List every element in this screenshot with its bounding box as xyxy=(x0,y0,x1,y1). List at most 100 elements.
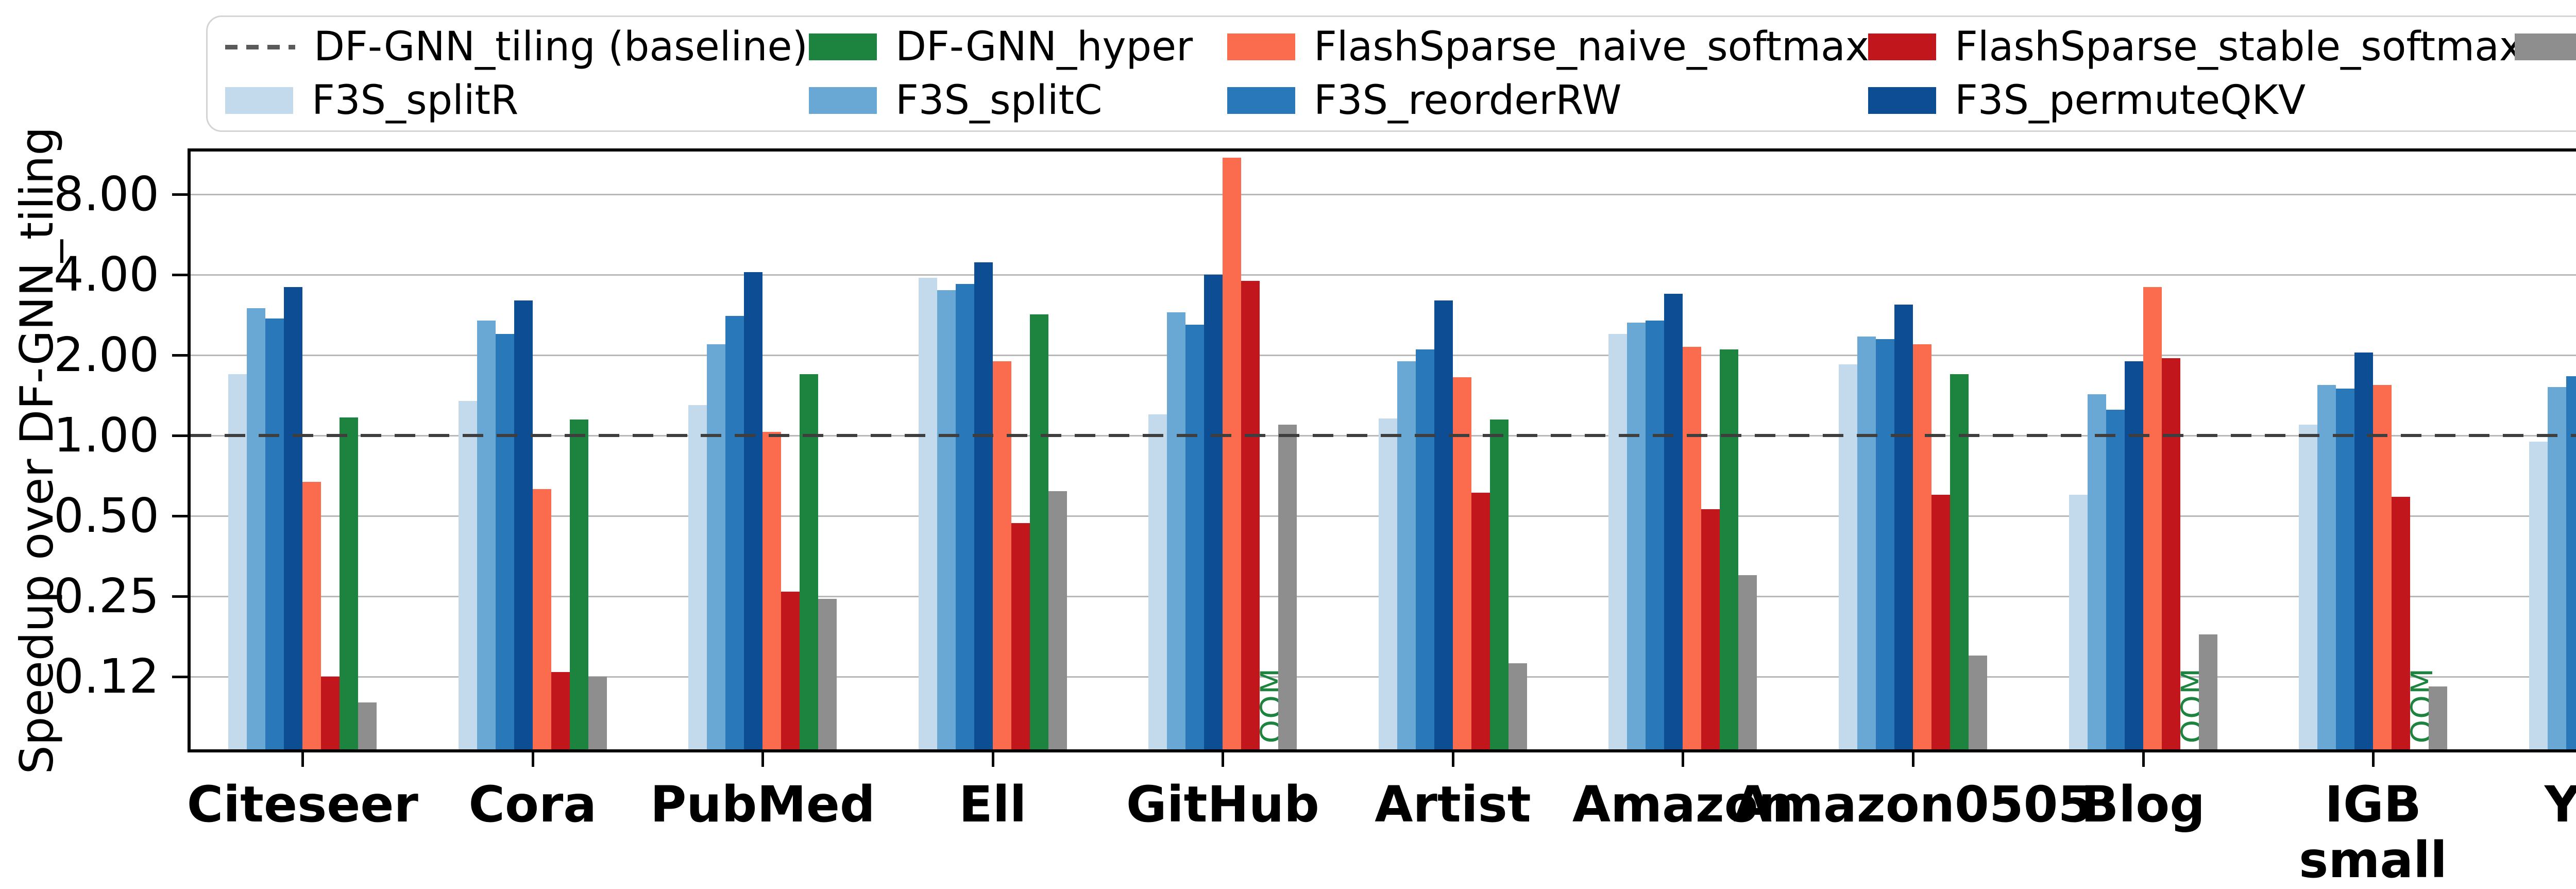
bar-FlashSparse_stable_softmax-GitHub xyxy=(1241,280,1260,749)
legend-color-swatch xyxy=(1227,33,1295,60)
legend-label: DF-GNN_tiling (baseline) xyxy=(314,24,808,70)
bar-F3S_reorderRW-Cora xyxy=(495,334,514,749)
bar-PyG-Amazon xyxy=(1738,575,1757,749)
bar-DF-GNN_hyper-Artist xyxy=(1489,419,1509,749)
bar-F3S_permuteQKV-IGB-small xyxy=(2354,352,2374,749)
bar-F3S_splitC-Citeseer xyxy=(247,308,266,749)
bar-FlashSparse_stable_softmax-PubMed xyxy=(781,592,800,749)
bar-F3S_splitR-PubMed xyxy=(688,405,707,749)
bar-F3S_reorderRW-Blog xyxy=(2106,409,2125,749)
bar-FlashSparse_naive_softmax-Ell xyxy=(992,361,1011,749)
bar-F3S_permuteQKV-Ell xyxy=(974,262,993,749)
legend-color-swatch xyxy=(1868,33,1936,60)
bar-F3S_reorderRW-Artist xyxy=(1415,349,1434,749)
x-category-label-Yelp: Yelp xyxy=(2544,776,2576,833)
bar-FlashSparse_naive_softmax-Amazon0505 xyxy=(1913,344,1931,749)
bar-F3S_permuteQKV-GitHub xyxy=(1204,275,1223,749)
legend-item-F3S-splitC: F3S_splitC xyxy=(809,80,1103,121)
legend-item-DF-GNN-tiling-baseline-: DF-GNN_tiling (baseline) xyxy=(225,27,808,67)
legend-item-FlashSparse-stable-softmax: FlashSparse_stable_softmax xyxy=(1868,27,2523,67)
bar-PyG-Citeseer xyxy=(358,702,377,749)
y-tick-mark-1.00 xyxy=(172,434,188,438)
bar-F3S_splitC-Amazon0505 xyxy=(1857,336,1876,749)
bar-FlashSparse_naive_softmax-GitHub xyxy=(1223,157,1242,749)
y-tick-mark-4.00 xyxy=(172,274,188,277)
x-tick-mark-Amazon xyxy=(1682,752,1685,767)
bar-FlashSparse_stable_softmax-Amazon0505 xyxy=(1931,495,1950,749)
bar-FlashSparse_stable_softmax-Cora xyxy=(551,672,570,749)
bar-F3S_splitC-Ell xyxy=(937,290,956,749)
legend-color-swatch xyxy=(1227,87,1295,114)
legend-label: F3S_permuteQKV xyxy=(1955,77,2306,124)
legend-item-PyG: PyG xyxy=(2515,27,2576,67)
x-tick-mark-IGB-small xyxy=(2372,752,2375,767)
bar-PyG-Blog xyxy=(2198,634,2217,749)
bar-F3S_reorderRW-PubMed xyxy=(725,316,744,749)
gridline-8.00 xyxy=(191,194,2576,196)
y-tick-label-8.00: 8.00 xyxy=(54,166,159,222)
bar-F3S_permuteQKV-Amazon xyxy=(1664,293,1683,749)
legend-label: FlashSparse_naive_softmax xyxy=(1314,24,1869,70)
x-category-label-Blog: Blog xyxy=(2081,776,2205,833)
bar-F3S_permuteQKV-Amazon0505 xyxy=(1894,304,1913,749)
x-tick-mark-Artist xyxy=(1451,752,1454,767)
bar-FlashSparse_stable_softmax-Blog xyxy=(2161,358,2180,749)
bar-F3S_permuteQKV-Citeseer xyxy=(284,287,303,749)
legend-item-F3S-splitR: F3S_splitR xyxy=(225,80,518,121)
bar-F3S_splitR-Cora xyxy=(458,400,477,749)
bar-F3S_splitR-Ell xyxy=(918,277,937,749)
legend-dashed-line-handle xyxy=(225,44,295,49)
bar-DF-GNN_hyper-Citeseer xyxy=(340,417,359,749)
y-tick-mark-0.25 xyxy=(172,595,188,598)
bar-F3S_reorderRW-IGB-small xyxy=(2336,388,2355,749)
bar-PyG-IGB-small xyxy=(2429,686,2448,749)
bar-F3S_permuteQKV-Blog xyxy=(2124,361,2143,749)
bar-FlashSparse_stable_softmax-Ell xyxy=(1011,523,1030,749)
legend-color-swatch xyxy=(809,33,877,60)
x-category-label-Cora: Cora xyxy=(468,776,597,833)
bar-F3S_splitC-IGB-small xyxy=(2317,384,2336,749)
legend-color-swatch xyxy=(1868,87,1936,114)
bar-F3S_splitR-IGB-small xyxy=(2299,424,2318,749)
bar-FlashSparse_naive_softmax-Blog xyxy=(2143,287,2162,749)
x-category-label-Artist: Artist xyxy=(1375,776,1531,833)
bar-F3S_permuteQKV-Artist xyxy=(1434,300,1453,749)
legend-item-F3S-permuteQKV: F3S_permuteQKV xyxy=(1868,80,2306,121)
x-tick-mark-PubMed xyxy=(761,752,765,767)
bar-DF-GNN_hyper-Amazon xyxy=(1720,349,1739,749)
bar-F3S_reorderRW-Citeseer xyxy=(265,318,284,749)
bar-F3S_splitR-Amazon xyxy=(1608,334,1628,749)
bar-F3S_splitC-Cora xyxy=(477,320,496,749)
legend-label: DF-GNN_hyper xyxy=(895,24,1193,70)
y-tick-mark-2.00 xyxy=(172,354,188,357)
bar-PyG-Ell xyxy=(1048,491,1067,749)
bar-F3S_reorderRW-Amazon xyxy=(1646,320,1665,749)
x-tick-mark-GitHub xyxy=(1222,752,1225,767)
bar-F3S_splitC-Artist xyxy=(1397,361,1416,749)
bar-FlashSparse_naive_softmax-Amazon xyxy=(1683,346,1702,749)
legend-color-swatch xyxy=(225,87,293,114)
legend-label: FlashSparse_stable_softmax xyxy=(1955,24,2523,70)
plot-area: OOMOOMOOMOOMOOMOOMOOMOOMOOMOOMOOMOOM xyxy=(188,148,2576,752)
bar-FlashSparse_naive_softmax-Cora xyxy=(532,489,551,749)
legend-color-swatch xyxy=(809,87,877,114)
legend-label: F3S_splitR xyxy=(312,77,519,124)
x-tick-mark-Citeseer xyxy=(301,752,304,767)
bar-F3S_splitC-GitHub xyxy=(1167,312,1186,749)
x-category-label-Ell: Ell xyxy=(959,776,1027,833)
bar-FlashSparse_stable_softmax-Artist xyxy=(1471,493,1490,749)
bar-F3S_splitR-Amazon0505 xyxy=(1839,364,1857,749)
gridline-4.00 xyxy=(191,274,2576,276)
bar-PyG-GitHub xyxy=(1278,424,1297,749)
y-tick-label-2.00: 2.00 xyxy=(54,327,159,383)
bar-PyG-Artist xyxy=(1508,663,1527,749)
x-tick-mark-Cora xyxy=(531,752,534,767)
bar-F3S_splitR-Yelp xyxy=(2529,441,2548,749)
bar-FlashSparse_naive_softmax-Artist xyxy=(1452,377,1471,749)
legend: DF-GNN_tiling (baseline) DF-GNN_hyper Flas… xyxy=(206,15,2576,132)
bar-F3S_splitR-Citeseer xyxy=(228,374,247,749)
legend-item-DF-GNN-hyper: DF-GNN_hyper xyxy=(809,27,1193,67)
x-category-label-Citeseer: Citeseer xyxy=(187,776,418,833)
bar-F3S_reorderRW-GitHub xyxy=(1185,325,1205,749)
bar-F3S_splitC-Blog xyxy=(2087,394,2106,749)
